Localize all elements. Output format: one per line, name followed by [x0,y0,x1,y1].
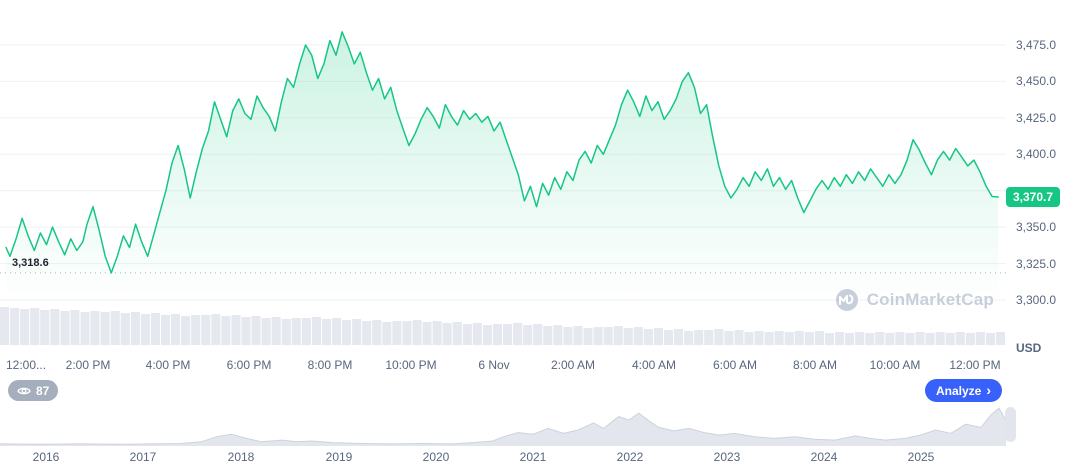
year-axis-tick: 2020 [422,450,450,464]
x-axis-tick: 10:00 PM [385,358,437,372]
chevron-right-icon: › [986,382,991,398]
low-price-label: 3,318.6 [12,256,49,269]
y-axis-tick: 3,350.0 [1016,220,1057,235]
year-axis-tick: 2019 [325,450,353,464]
x-axis-tick: 4:00 PM [145,358,191,372]
x-axis-tick: 8:00 AM [792,358,838,372]
navigator-area-svg[interactable] [0,401,1007,447]
timeline-navigator[interactable] [0,401,1007,447]
y-axis-tick: 3,450.0 [1016,74,1057,89]
x-axis-tick: 2:00 PM [65,358,111,372]
y-axis-tick: 3,425.0 [1016,110,1057,125]
y-axis-tick: 3,400.0 [1016,147,1057,162]
x-axis-tick: 6:00 PM [226,358,272,372]
y-axis-tick: 3,325.0 [1016,256,1057,271]
x-axis-tick: 8:00 PM [307,358,353,372]
year-axis-tick: 2018 [227,450,255,464]
year-axis-tick: 2023 [713,450,741,464]
x-axis: 12:00... 2:00 PM 4:00 PM 6:00 PM 8:00 PM 10:0… [0,358,1006,374]
x-axis-tick: 10:00 AM [869,358,921,372]
year-axis-tick: 2024 [810,450,838,464]
navigator-scrollbar[interactable] [1005,407,1016,442]
analyze-button[interactable]: Analyze › [924,379,1002,402]
year-axis-tick: 2021 [519,450,547,464]
year-axis-tick: 2022 [616,450,644,464]
currency-label: USD [1016,341,1042,355]
current-price-badge: 3,370.7 [1006,186,1061,207]
analyze-label: Analyze [935,383,982,398]
eye-icon [17,387,31,394]
x-axis-tick: 12:00 PM [949,358,1001,372]
y-axis-tick: 3,300.0 [1016,293,1057,307]
y-axis: 3,475.0 3,450.0 3,425.0 3,400.0 3,350.0 3,325… [1006,0,1072,352]
x-axis-tick: 6:00 AM [712,358,758,372]
x-axis-tick: 6 Nov [478,358,510,372]
year-axis: 2016 2017 2018 2019 2020 2021 2022 2023 2024 2025 [0,450,1006,466]
price-chart-svg[interactable] [0,0,1006,352]
x-axis-tick: 12:00... [6,358,47,372]
main-chart[interactable]: 3,318.6 CoinMarketCap [0,0,1006,352]
y-axis-tick: 3,475.0 [1016,38,1057,52]
watching-count: 87 [36,383,50,398]
watching-count-badge[interactable]: 87 [8,380,59,401]
year-axis-tick: 2016 [32,450,60,464]
year-axis-tick: 2025 [907,450,935,464]
x-axis-tick: 2:00 AM [550,358,596,372]
year-axis-tick: 2017 [129,450,157,464]
x-axis-tick: 4:00 AM [631,358,677,372]
